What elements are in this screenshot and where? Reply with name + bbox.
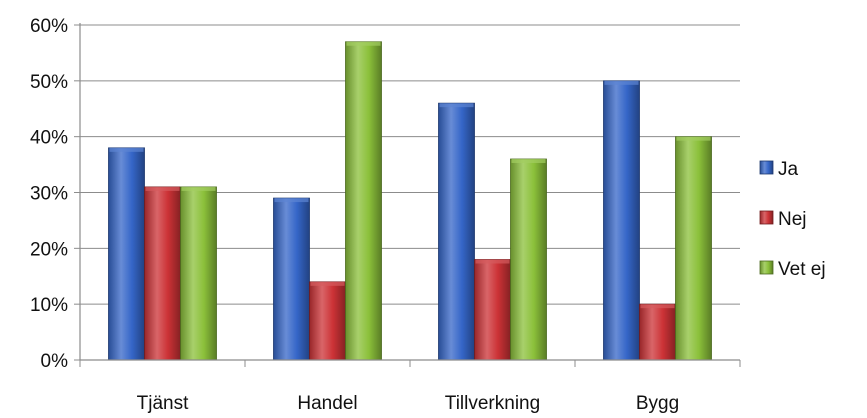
bar-top-cap bbox=[604, 80, 639, 85]
axes bbox=[79, 23, 741, 367]
x-category-label: Tillverkning bbox=[445, 393, 540, 413]
bar-top-cap bbox=[181, 186, 216, 191]
bar-top-cap bbox=[475, 259, 510, 264]
bar-ja-0 bbox=[108, 147, 145, 361]
bar-ja-2 bbox=[438, 102, 475, 361]
bar-vet-ej-1 bbox=[345, 41, 382, 361]
legend: Ja Nej Vet ej bbox=[759, 159, 826, 280]
y-tick-label: 40% bbox=[30, 128, 68, 149]
bars bbox=[108, 41, 712, 361]
x-category-label: Handel bbox=[297, 393, 357, 413]
bar-nej-2 bbox=[474, 259, 511, 361]
bar-top-cap bbox=[310, 281, 345, 286]
legend-swatch-nej bbox=[759, 210, 774, 225]
x-category-label: Tjänst bbox=[137, 393, 189, 413]
bar-top-cap bbox=[109, 147, 144, 152]
legend-swatch-ja bbox=[759, 160, 774, 175]
bar-top-cap bbox=[640, 304, 675, 309]
y-tick-label: 60% bbox=[30, 16, 68, 37]
bar-ja-3 bbox=[603, 80, 640, 361]
bar-top-cap bbox=[145, 186, 180, 191]
y-tick-label: 30% bbox=[30, 184, 68, 205]
bar-vet-ej-3 bbox=[675, 136, 712, 361]
legend-label: Ja bbox=[778, 159, 799, 180]
bar-vet-ej-2 bbox=[510, 158, 547, 361]
y-axis-tick-labels: 0% 10% 20% 30% 40% 50% 60% bbox=[30, 16, 68, 372]
bar-vet-ej-0 bbox=[180, 186, 217, 361]
legend-label: Nej bbox=[778, 209, 807, 230]
y-tick-label: 0% bbox=[41, 351, 69, 372]
bar-top-cap bbox=[274, 198, 309, 203]
bar-top-cap bbox=[439, 103, 474, 108]
bar-top-cap bbox=[676, 136, 711, 141]
y-tick-label: 20% bbox=[30, 239, 68, 260]
legend-swatch-vet-ej bbox=[759, 260, 774, 275]
y-tick-label: 10% bbox=[30, 295, 68, 316]
bar-top-cap bbox=[346, 41, 381, 46]
bar-top-cap bbox=[511, 159, 546, 163]
bar-nej-0 bbox=[144, 186, 181, 361]
x-category-label: Bygg bbox=[636, 393, 679, 413]
bar-nej-1 bbox=[309, 281, 346, 361]
y-tick-label: 50% bbox=[30, 72, 68, 93]
bar-nej-3 bbox=[639, 303, 676, 361]
x-axis-category-labels: Tjänst Handel Tillverkning Bygg bbox=[137, 393, 680, 414]
legend-label: Vet ej bbox=[778, 259, 826, 280]
bar-ja-1 bbox=[273, 197, 310, 361]
